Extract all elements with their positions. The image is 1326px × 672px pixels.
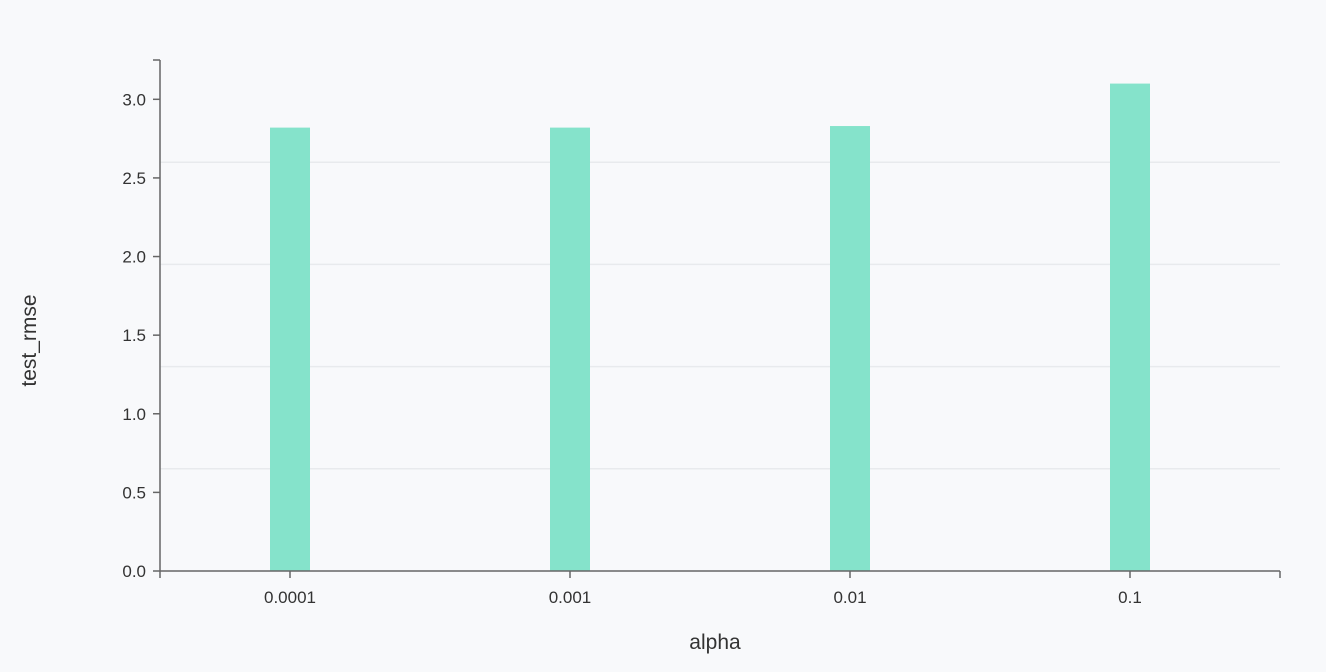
y-tick-label: 2.5 (122, 169, 146, 188)
x-tick-label: 0.01 (833, 588, 866, 607)
y-tick-label: 1.5 (122, 326, 146, 345)
x-tick-label: 0.001 (549, 588, 592, 607)
x-axis-title: alpha (689, 631, 741, 654)
bar-0.1 (1110, 83, 1150, 571)
bar-0.0001 (270, 127, 310, 572)
y-axis-title: test_rmse (18, 294, 41, 386)
y-tick-label: 0.0 (122, 562, 146, 581)
y-axis-ticks: 0.0 0.5 1.0 1.5 2.0 2.5 3.0 (122, 90, 160, 581)
bar-0.001 (550, 127, 590, 572)
y-tick-label: 1.0 (122, 405, 146, 424)
axes (153, 59, 1281, 578)
grid-lines (160, 161, 1280, 470)
y-tick-label: 3.0 (122, 90, 146, 109)
x-tick-label: 0.1 (1118, 588, 1142, 607)
y-tick-label: 2.0 (122, 248, 146, 267)
bar-0.01 (830, 126, 870, 571)
x-axis-ticks: 0.0001 0.001 0.01 0.1 (264, 571, 1142, 607)
bars (270, 83, 1150, 572)
y-tick-label: 0.5 (122, 483, 146, 502)
x-tick-label: 0.0001 (264, 588, 316, 607)
